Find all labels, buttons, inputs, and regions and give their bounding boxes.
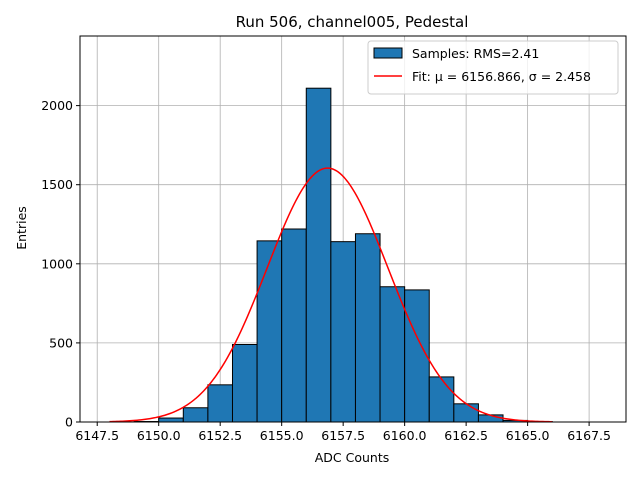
histogram-bar-10 — [354, 233, 381, 423]
legend: Samples: RMS=2.41 Fit: μ = 6156.866, σ =… — [367, 40, 619, 95]
y-tick-label-3: 1500 — [41, 177, 73, 192]
y-tick-label-1: 500 — [49, 335, 73, 350]
histogram-bar-3 — [182, 407, 209, 423]
y-tick-label-4: 2000 — [41, 98, 73, 113]
legend-label-samples: Samples: RMS=2.41 — [412, 46, 539, 61]
histogram-bar-4 — [207, 384, 233, 423]
x-tick-label-3: 6155.0 — [260, 428, 304, 443]
y-tick-label-0: 0 — [65, 415, 73, 430]
x-tick-label-5: 6160.0 — [383, 428, 427, 443]
x-axis-title: ADC Counts — [315, 450, 390, 465]
grid-lines — [80, 36, 626, 423]
legend-swatch-samples — [373, 47, 403, 59]
x-axis-ticks: 6147.5 6150.0 6152.5 6155.0 6157.5 6160.0 6162… — [75, 422, 611, 443]
histogram-bar-7 — [281, 228, 307, 423]
histogram-bar-14 — [453, 403, 479, 423]
histogram-bar-5 — [231, 343, 258, 423]
histogram-bar-11 — [379, 286, 406, 423]
chart-title: Run 506, channel005, Pedestal — [236, 13, 469, 31]
histogram-bar-6 — [256, 240, 283, 423]
legend-box — [367, 40, 619, 95]
legend-label-fit: Fit: μ = 6156.866, σ = 2.458 — [412, 69, 591, 84]
histogram-bar-9 — [330, 241, 356, 423]
plot-frame — [79, 35, 627, 423]
histogram-bar-8 — [305, 87, 332, 423]
x-tick-label-0: 6147.5 — [75, 428, 119, 443]
x-tick-label-7: 6165.0 — [506, 428, 550, 443]
gaussian-fit-curve — [109, 167, 553, 423]
x-tick-label-1: 6150.0 — [137, 428, 181, 443]
y-axis-ticks: 0 500 1000 1500 2000 — [41, 98, 80, 430]
x-tick-label-2: 6152.5 — [198, 428, 242, 443]
histogram-bars — [133, 87, 553, 423]
y-axis-title: Entries — [14, 206, 29, 250]
x-tick-label-4: 6157.5 — [321, 428, 365, 443]
y-tick-label-2: 1000 — [41, 256, 73, 271]
histogram-bar-2 — [158, 417, 184, 423]
x-tick-label-8: 6167.5 — [567, 428, 611, 443]
histogram-bar-13 — [428, 376, 455, 423]
x-tick-label-6: 6162.5 — [444, 428, 488, 443]
histogram-bar-12 — [404, 289, 430, 423]
